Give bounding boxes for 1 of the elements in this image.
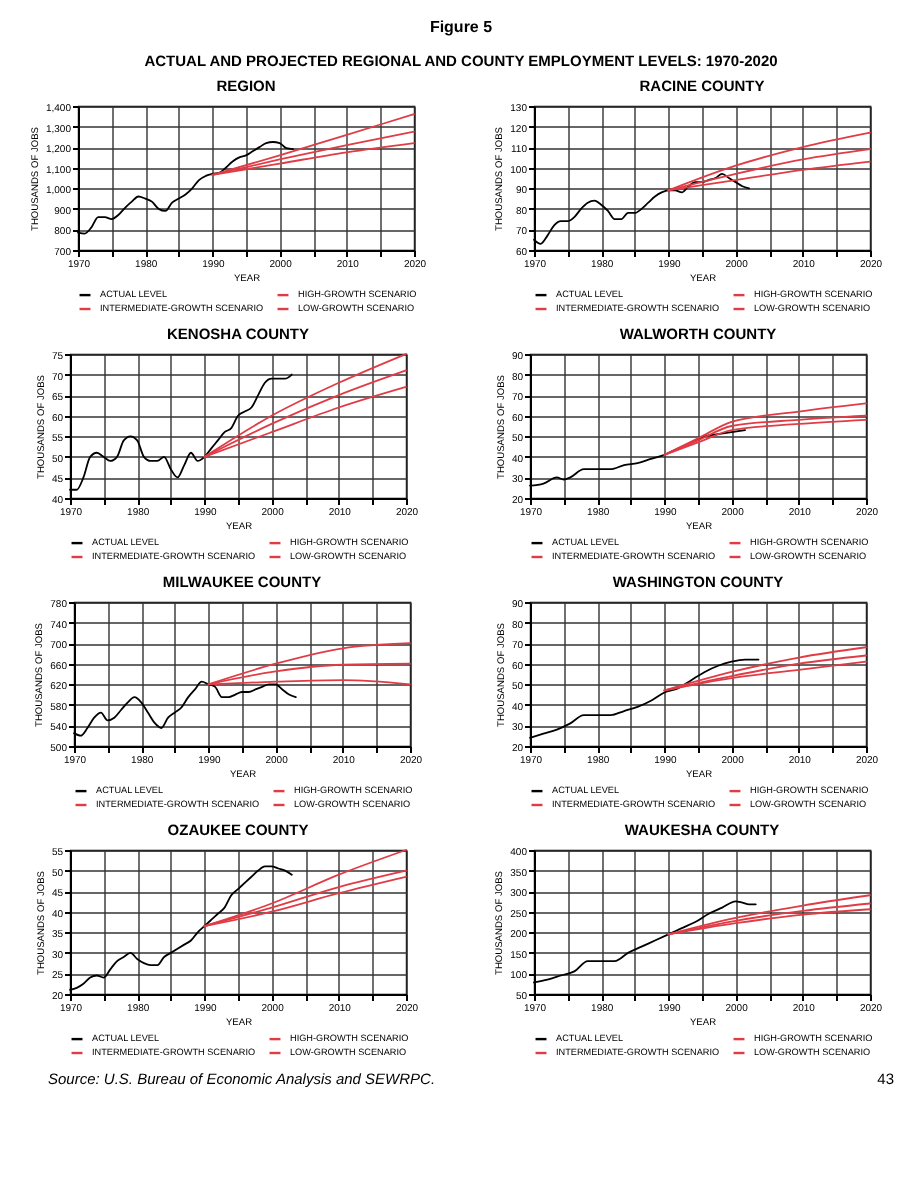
text: Figure 5 [427, 18, 495, 36]
